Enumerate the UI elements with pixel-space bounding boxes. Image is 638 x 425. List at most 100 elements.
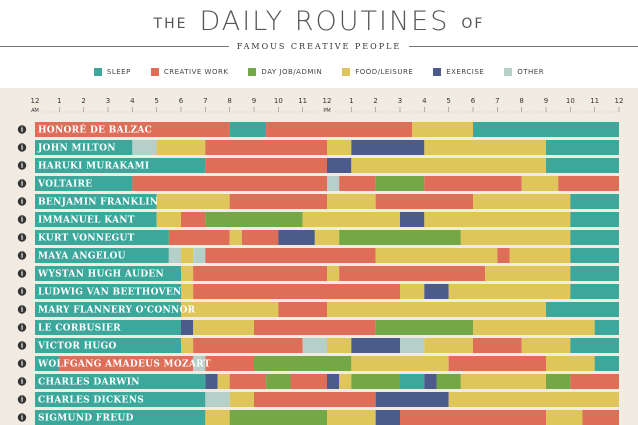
segment-food bbox=[193, 320, 254, 335]
title-row: THE DAILY ROUTINES OF bbox=[0, 4, 638, 38]
tick-label: 5 bbox=[446, 97, 450, 105]
segment-sleep bbox=[35, 320, 181, 335]
tick-label: 10 bbox=[274, 97, 283, 105]
segment-sleep bbox=[35, 374, 206, 389]
page-subtitle: FAMOUS CREATIVE PEOPLE bbox=[236, 41, 402, 51]
segment-food bbox=[181, 248, 194, 263]
segment-sleep bbox=[570, 338, 619, 353]
info-icon-glyph: i bbox=[21, 253, 24, 260]
info-icon-glyph: i bbox=[21, 199, 24, 206]
segment-food bbox=[412, 122, 473, 137]
info-icon bbox=[17, 395, 27, 404]
segment-food bbox=[314, 230, 340, 245]
tick-label: 1 bbox=[57, 97, 61, 105]
segment-sleep bbox=[570, 212, 619, 227]
segment-creative bbox=[582, 410, 619, 425]
segment-food bbox=[181, 338, 194, 353]
segment-day bbox=[375, 176, 425, 191]
segment-creative bbox=[339, 266, 486, 281]
tick-label: 4 bbox=[422, 97, 427, 105]
info-icon-glyph: i bbox=[21, 289, 24, 296]
legend-label-sleep: SLEEP bbox=[106, 68, 131, 76]
segment-sleep bbox=[546, 302, 619, 317]
segment-sleep bbox=[35, 284, 181, 299]
segment-food bbox=[460, 374, 546, 389]
legend-label-exercise: EXERCISE bbox=[446, 68, 485, 76]
segment-sleep bbox=[570, 266, 619, 281]
tick-label: 11 bbox=[298, 97, 307, 105]
subtitle-rule-left bbox=[0, 45, 229, 47]
info-icon bbox=[17, 305, 27, 314]
segment-creative bbox=[473, 338, 522, 353]
segment-creative bbox=[229, 194, 327, 209]
segment-food bbox=[229, 230, 242, 245]
row-label: HONORÉ DE BALZAC bbox=[38, 124, 152, 136]
legend-item-creative: CREATIVE WORK bbox=[150, 66, 229, 78]
segment-food bbox=[181, 284, 194, 299]
segment-sleep bbox=[35, 212, 157, 227]
info-icon bbox=[17, 251, 27, 260]
segment-creative bbox=[290, 374, 327, 389]
row-label: WYSTAN HUGH AUDEN bbox=[37, 270, 164, 280]
tick-label: 8 bbox=[519, 97, 523, 105]
tick-label: 12 bbox=[615, 97, 624, 105]
segment-exercise bbox=[424, 374, 437, 389]
segment-food bbox=[521, 338, 571, 353]
segment-food bbox=[448, 392, 619, 407]
segment-other bbox=[193, 248, 206, 263]
segment-sleep bbox=[229, 122, 267, 137]
segment-other bbox=[302, 338, 327, 353]
segment-food bbox=[339, 374, 352, 389]
legend-swatch-food bbox=[342, 68, 351, 76]
segment-exercise bbox=[375, 410, 400, 425]
row-label: KURT VONNEGUT bbox=[38, 234, 135, 244]
segment-sleep bbox=[35, 356, 60, 371]
row-label: IMMANUEL KANT bbox=[38, 216, 135, 226]
segment-creative bbox=[229, 374, 267, 389]
segment-other bbox=[168, 248, 181, 263]
legend-swatch-sleep bbox=[93, 68, 102, 76]
page-title: DAILY ROUTINES bbox=[199, 5, 450, 37]
row-label: HARUKI MURAKAMI bbox=[38, 162, 149, 172]
info-icon bbox=[17, 323, 27, 332]
segment-food bbox=[351, 356, 449, 371]
segment-creative bbox=[168, 230, 230, 245]
segment-sleep bbox=[35, 194, 157, 209]
segment-exercise bbox=[327, 158, 352, 173]
info-icon bbox=[17, 215, 27, 224]
segment-exercise bbox=[375, 392, 449, 407]
segment-other bbox=[327, 176, 340, 191]
segment-creative bbox=[241, 230, 279, 245]
info-icon-glyph: i bbox=[21, 181, 24, 188]
segment-sleep bbox=[35, 266, 181, 281]
segment-food bbox=[424, 212, 571, 227]
segment-sleep bbox=[35, 140, 133, 155]
legend-item-food: FOOD/LEISURE bbox=[342, 66, 413, 78]
segment-creative bbox=[59, 356, 194, 371]
info-icon bbox=[17, 143, 27, 152]
info-icon bbox=[17, 125, 27, 134]
segment-food bbox=[485, 266, 571, 281]
tick-label: 1 bbox=[349, 97, 353, 105]
segment-day bbox=[266, 374, 291, 389]
segment-day bbox=[254, 356, 352, 371]
legend-swatch-day-job bbox=[248, 68, 257, 76]
info-icon-glyph: i bbox=[21, 307, 24, 314]
segment-food bbox=[424, 338, 473, 353]
legend-swatch-exercise bbox=[433, 68, 442, 76]
tick-label: 6 bbox=[179, 97, 184, 105]
segment-sleep bbox=[570, 248, 619, 263]
segment-creative bbox=[132, 176, 327, 191]
segment-other bbox=[132, 140, 157, 155]
info-icon-glyph: i bbox=[21, 343, 24, 350]
legend-item-day-job: DAY JOB/ADMIN bbox=[248, 66, 322, 78]
segment-food bbox=[217, 374, 230, 389]
segment-food bbox=[181, 266, 194, 281]
info-icon-glyph: i bbox=[21, 235, 24, 242]
info-icon-glyph: i bbox=[21, 361, 24, 368]
row-label: BENJAMIN FRANKLIN bbox=[38, 198, 158, 208]
segment-food bbox=[521, 176, 559, 191]
info-icon bbox=[17, 233, 27, 242]
segment-food bbox=[424, 140, 546, 155]
